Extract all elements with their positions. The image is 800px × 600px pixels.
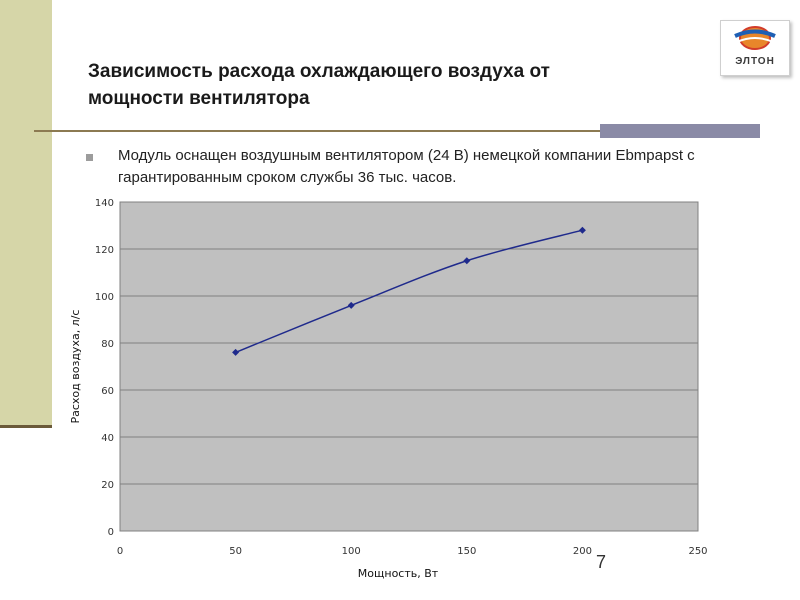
page-number: 7	[596, 552, 607, 572]
x-tick-label: 50	[229, 546, 242, 557]
y-axis-label: Расход воздуха, л/с	[69, 310, 82, 424]
y-tick-label: 0	[108, 527, 114, 538]
gridlines	[120, 201, 698, 485]
x-tick-label: 100	[342, 546, 361, 557]
x-tick-label: 200	[573, 546, 592, 557]
title-divider	[34, 130, 600, 132]
left-accent-band	[0, 0, 52, 426]
plot-area	[119, 201, 699, 532]
logo-emblem-icon	[734, 26, 776, 50]
x-axis-ticks: 0 50 100 150 200 250	[117, 546, 708, 557]
bullet-text: Модуль оснащен воздушным вентилятором (2…	[118, 147, 695, 186]
x-tick-label: 250	[688, 546, 707, 557]
data-points	[232, 226, 586, 356]
y-tick-label: 80	[101, 339, 114, 350]
title-divider-accent	[600, 124, 760, 138]
y-tick-label: 140	[95, 198, 114, 209]
y-tick-label: 20	[101, 480, 114, 491]
series-line	[235, 229, 583, 354]
logo-text: ЭЛТОН	[735, 56, 775, 67]
y-tick-label: 40	[101, 433, 114, 444]
x-axis-label: Мощность, Вт	[358, 567, 439, 580]
x-tick-label: 150	[457, 546, 476, 557]
bullet-square-icon	[86, 154, 93, 161]
data-point	[232, 348, 240, 356]
slide-title: Зависимость расхода охлаждающего воздуха…	[88, 61, 550, 109]
company-logo: ЭЛТОН	[720, 20, 790, 76]
data-point	[347, 301, 355, 309]
data-point	[463, 257, 471, 265]
data-point	[578, 226, 586, 234]
y-tick-label: 60	[101, 386, 114, 397]
x-tick-label: 0	[117, 546, 123, 557]
y-tick-label: 100	[95, 292, 114, 303]
y-axis-ticks: 0 20 40 60 80 100 120 140	[95, 198, 114, 538]
left-accent-underline	[0, 425, 52, 428]
y-tick-label: 120	[95, 245, 114, 256]
